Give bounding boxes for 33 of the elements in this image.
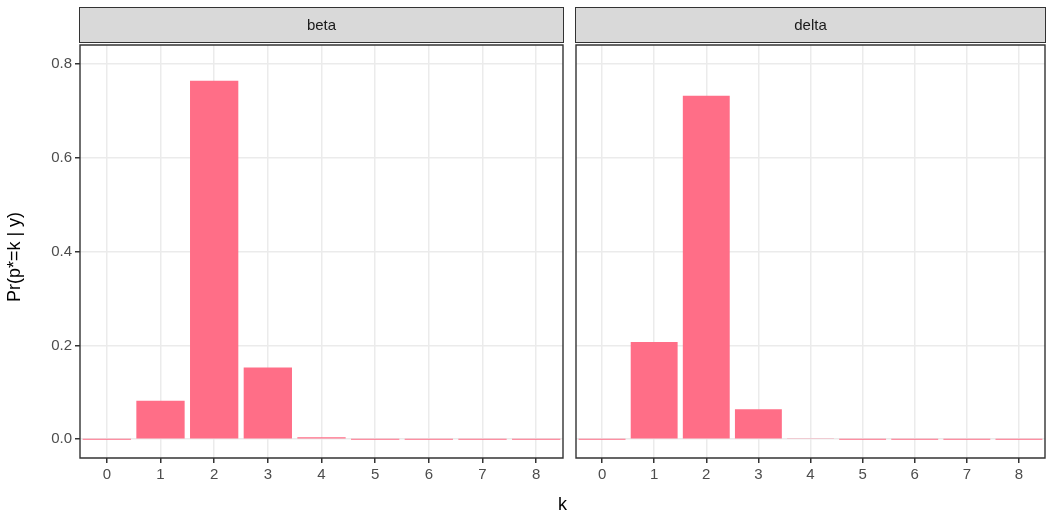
y-tick-label: 0.4 [51, 241, 72, 259]
x-tick-label: 7 [478, 465, 487, 483]
bar [734, 409, 782, 439]
x-tick-label: 1 [156, 465, 165, 483]
x-tick-label: 2 [209, 465, 219, 483]
bar [190, 80, 239, 439]
chart-title: beta [79, 7, 564, 43]
chart-title: delta [575, 7, 1046, 43]
y-tick-label: 0.0 [51, 429, 72, 447]
bar [630, 342, 678, 439]
x-tick-label: 8 [1014, 465, 1024, 483]
x-tick-label: 8 [531, 465, 541, 483]
x-tick-label: 5 [370, 465, 380, 483]
x-tick-label: 1 [649, 465, 659, 483]
y-tick-label: 0.8 [51, 53, 72, 71]
y-tick-label: 0.2 [51, 335, 72, 353]
x-tick-label: 2 [702, 465, 711, 483]
x-tick-label: 5 [858, 465, 867, 483]
y-tick-label: 0.6 [51, 147, 72, 165]
x-tick-label: 0 [102, 465, 112, 483]
x-tick-label: 6 [910, 465, 919, 483]
y-axis-title: Pr(p*=k | y) [3, 211, 25, 303]
x-tick-label: 3 [754, 465, 763, 483]
x-axis-title: k [558, 494, 567, 515]
bar [682, 95, 730, 439]
x-tick-label: 6 [424, 465, 434, 483]
x-tick-label: 7 [962, 465, 972, 483]
x-tick-label: 0 [597, 465, 607, 483]
bar [136, 400, 185, 439]
x-tick-label: 4 [806, 465, 815, 483]
x-tick-label: 4 [317, 465, 326, 483]
x-tick-label: 3 [263, 465, 273, 483]
bar [243, 367, 292, 439]
